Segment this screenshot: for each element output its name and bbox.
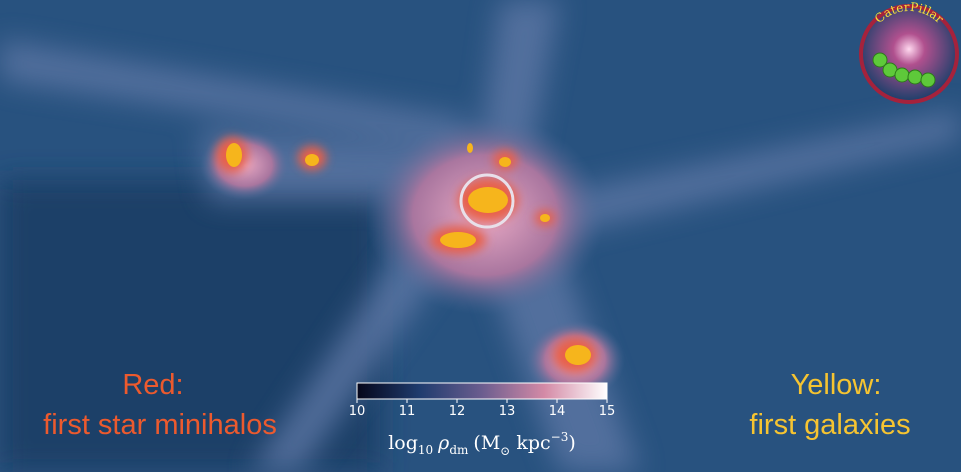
slide: CaterPillar Red: first star minihalos Ye… <box>0 0 961 472</box>
colorbar-scale <box>357 383 607 399</box>
colorbar-label-part: ) <box>568 432 575 454</box>
colorbar-label-part: 10 <box>418 443 433 457</box>
colorbar-label-part: (M <box>473 432 500 454</box>
colorbar-tick-label: 10 <box>349 404 366 419</box>
colorbar-tick-label: 12 <box>449 404 466 419</box>
colorbar-label-part: −3 <box>551 430 569 444</box>
colorbar-tick-label: 11 <box>399 404 416 419</box>
colorbar-tick-label: 14 <box>549 404 566 419</box>
red-text: first star minihalos <box>43 409 277 441</box>
yellow-title: Yellow: <box>791 369 882 401</box>
colorbar-label-part: dm <box>449 443 469 457</box>
colorbar-label: log10 ρdm (M⊙ kpc−3) <box>388 430 576 458</box>
simulation-image <box>0 0 961 472</box>
colorbar-label-part: ⊙ <box>500 444 510 458</box>
colorbar-label-part: log <box>388 432 418 454</box>
colorbar-label-part: ρ <box>437 432 450 454</box>
logo: CaterPillar <box>861 0 957 102</box>
colorbar-tick-label: 15 <box>599 404 616 419</box>
yellow-text: first galaxies <box>749 409 910 441</box>
colorbar-tick-label: 13 <box>499 404 516 419</box>
red-title: Red: <box>122 369 183 401</box>
colorbar-label-part: kpc <box>516 432 550 454</box>
